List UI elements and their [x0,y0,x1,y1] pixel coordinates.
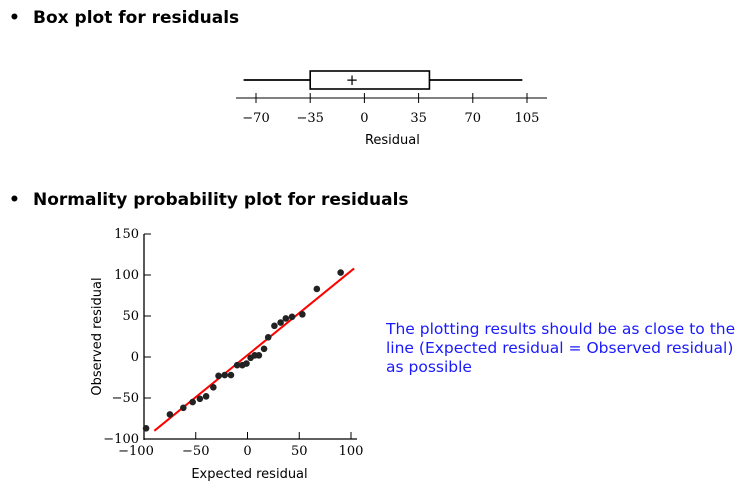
data-point [313,285,321,293]
box-x-tick-label: 0 [360,111,368,126]
data-point [288,313,296,321]
np-y-tick-label: 0 [131,350,139,365]
data-point [299,311,306,318]
bullet-text: Normality probability plot for residuals [33,190,409,210]
data-point [142,425,150,432]
data-point [277,319,284,326]
data-point [215,372,222,380]
box-x-tick-label: 70 [465,111,482,126]
bullet-box-plot: • Box plot for residuals [9,8,239,28]
data-point [260,345,268,353]
data-point [255,352,263,359]
note-text: The plotting results should be as close … [386,320,736,376]
np-y-tick-label: −50 [112,391,139,406]
reference-line [153,267,355,432]
np-x-tick-label: −50 [182,444,209,459]
bullet-text: Box plot for residuals [33,8,240,28]
data-point [264,334,272,341]
bullet-normality-plot: • Normality probability plot for residual… [9,190,409,210]
box-x-tick-label: −35 [296,111,323,126]
data-point [189,398,196,406]
data-point [282,315,290,322]
box-x-tick-label: −70 [242,111,269,126]
mean-marker: + [346,71,359,89]
data-point [180,404,187,412]
np-y-tick-label: 150 [114,227,139,242]
data-point [233,361,241,369]
np-x-axis-label: Expected residual [191,467,307,482]
bullet-marker: • [9,190,20,210]
np-x-tick-label: 100 [339,444,364,459]
np-x-tick-label: 0 [243,444,251,459]
np-y-tick-label: 50 [122,309,139,324]
data-point [227,371,235,379]
box-x-axis-label: Residual [365,133,420,148]
np-y-tick-label: −100 [103,432,139,447]
data-point [243,360,250,367]
data-point [210,384,217,391]
box-iqr [309,70,431,90]
data-point [337,269,344,276]
np-y-tick-label: 100 [114,268,139,283]
np-x-tick-label: 50 [291,444,308,459]
data-point [166,411,174,418]
data-point [202,393,210,400]
np-y-axis-label: Observed residual [90,277,105,395]
np-x-tick-label: −100 [118,444,154,459]
data-point [271,322,278,330]
box-x-tick-label: 35 [410,111,427,126]
box-x-tick-label: 105 [515,111,540,126]
data-point [196,395,204,403]
bullet-marker: • [9,8,20,28]
data-point [221,371,229,379]
